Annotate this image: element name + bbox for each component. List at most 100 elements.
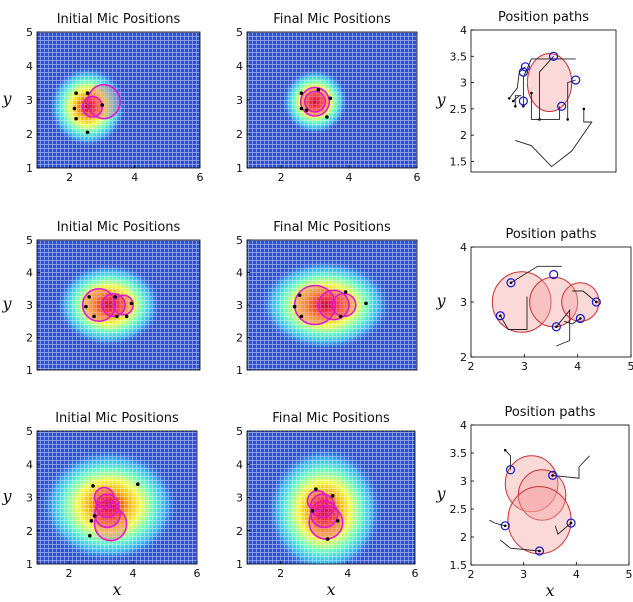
y-tick-label: 1 <box>26 364 33 377</box>
y-tick-label: 5 <box>26 234 33 247</box>
y-tick-label: 1.5 <box>450 155 468 168</box>
path-start-point <box>510 281 513 284</box>
panel-2: 123452 4 6Final Mic Positions <box>236 12 421 184</box>
y-tick-label: 2 <box>460 129 467 142</box>
array-circle <box>332 294 356 317</box>
x-tick-label: 6 <box>414 171 421 184</box>
array-circle <box>83 97 103 117</box>
panel-7: 123452 4 6Initial Mic Positionsyx <box>1 411 200 599</box>
x-tick-label: 4 <box>130 567 137 580</box>
y-axis-label: y <box>435 484 446 503</box>
panel-title: Initial Mic Positions <box>55 411 179 426</box>
plot-area <box>37 240 200 370</box>
panel-title: Position paths <box>504 405 595 420</box>
y-tick-label: 3 <box>236 299 243 312</box>
y-tick-label: 2 <box>26 332 33 345</box>
y-tick-label: 3.5 <box>450 50 468 63</box>
y-tick-label: 4 <box>236 60 243 73</box>
x-axis-label: x <box>112 580 121 599</box>
mic-point <box>86 91 90 95</box>
mic-point <box>90 519 94 523</box>
x-tick-label: 2 <box>468 568 475 581</box>
mic-point <box>339 315 343 319</box>
mic-point <box>293 305 297 309</box>
y-tick-label: 2 <box>26 525 33 538</box>
mic-point <box>100 103 104 107</box>
mic-point <box>298 293 302 297</box>
mic-point <box>74 117 78 121</box>
mic-point <box>317 88 321 92</box>
y-tick-label: 3 <box>236 492 243 505</box>
y-tick-label: 4 <box>236 458 243 471</box>
x-tick-label: 2 <box>468 360 475 373</box>
y-tick-label: 5 <box>236 425 243 438</box>
path-start-point <box>538 550 541 553</box>
x-tick-label: 5 <box>628 360 633 373</box>
mic-point <box>300 107 304 111</box>
y-tick-label: 4 <box>460 419 467 432</box>
mic-point <box>314 487 318 491</box>
y-tick-label: 1 <box>236 558 243 571</box>
y-tick-label: 5 <box>26 425 33 438</box>
y-axis-label: y <box>1 89 12 108</box>
y-tick-label: 3 <box>236 94 243 107</box>
path-start-point <box>512 100 515 103</box>
x-tick-label: 4 <box>344 567 351 580</box>
plot-area <box>471 30 616 172</box>
y-tick-label: 2 <box>460 531 467 544</box>
x-tick-label: 4 <box>573 568 580 581</box>
y-tick-label: 1 <box>26 558 33 571</box>
array-circle <box>114 295 134 315</box>
x-tick-label: 2 <box>277 567 284 580</box>
x-tick-label: 6 <box>412 567 419 580</box>
array-circle <box>562 283 599 322</box>
x-tick-label: 2 <box>66 171 73 184</box>
x-tick-label: 4 <box>574 360 581 373</box>
y-tick-label: 1 <box>236 364 243 377</box>
path-start-point <box>570 522 573 525</box>
x-tick-label: 4 <box>346 171 353 184</box>
array-circle <box>508 487 571 554</box>
mic-point <box>125 315 129 319</box>
array-circle <box>527 54 571 112</box>
x-tick-label: 3 <box>521 360 528 373</box>
mic-point <box>364 302 368 306</box>
y-tick-label: 2.5 <box>450 503 468 516</box>
y-tick-label: 3 <box>26 94 33 107</box>
y-tick-label: 5 <box>236 234 243 247</box>
mic-point <box>91 484 95 488</box>
x-tick-label: 2 <box>66 567 73 580</box>
plot-area <box>247 32 417 168</box>
mic-point <box>329 97 333 101</box>
path-start-point <box>504 525 507 528</box>
mic-point <box>87 295 91 299</box>
x-tick-label: 3 <box>520 568 527 581</box>
y-tick-label: 3 <box>460 296 467 309</box>
plot-area <box>247 240 417 370</box>
panel-9: 1.522.533.542 3 4 5Position pathsyx <box>435 405 632 600</box>
plot-area <box>247 431 415 577</box>
y-axis-label: y <box>435 291 446 310</box>
path-start-point <box>514 105 517 108</box>
panel-6: 2342 3 4 5Position pathsy <box>435 227 633 373</box>
x-tick-label: 2 <box>278 171 285 184</box>
y-tick-label: 2 <box>236 332 243 345</box>
path-start-point <box>508 97 511 100</box>
mic-point <box>88 534 92 538</box>
panel-title: Position paths <box>505 227 596 242</box>
mic-point <box>336 519 340 523</box>
plot-area <box>37 431 197 564</box>
y-tick-label: 5 <box>26 26 33 39</box>
path-start-point <box>499 314 502 317</box>
y-tick-label: 3 <box>460 77 467 90</box>
mic-point <box>113 295 117 299</box>
y-tick-label: 4 <box>236 267 243 280</box>
y-tick-label: 2 <box>236 128 243 141</box>
x-axis-label: x <box>545 581 554 600</box>
mic-point <box>74 91 78 95</box>
mic-point <box>130 302 134 306</box>
y-axis-label: y <box>1 294 12 313</box>
array-circle <box>95 488 114 508</box>
mic-point <box>305 108 309 112</box>
heatmap-mesh <box>37 431 197 564</box>
